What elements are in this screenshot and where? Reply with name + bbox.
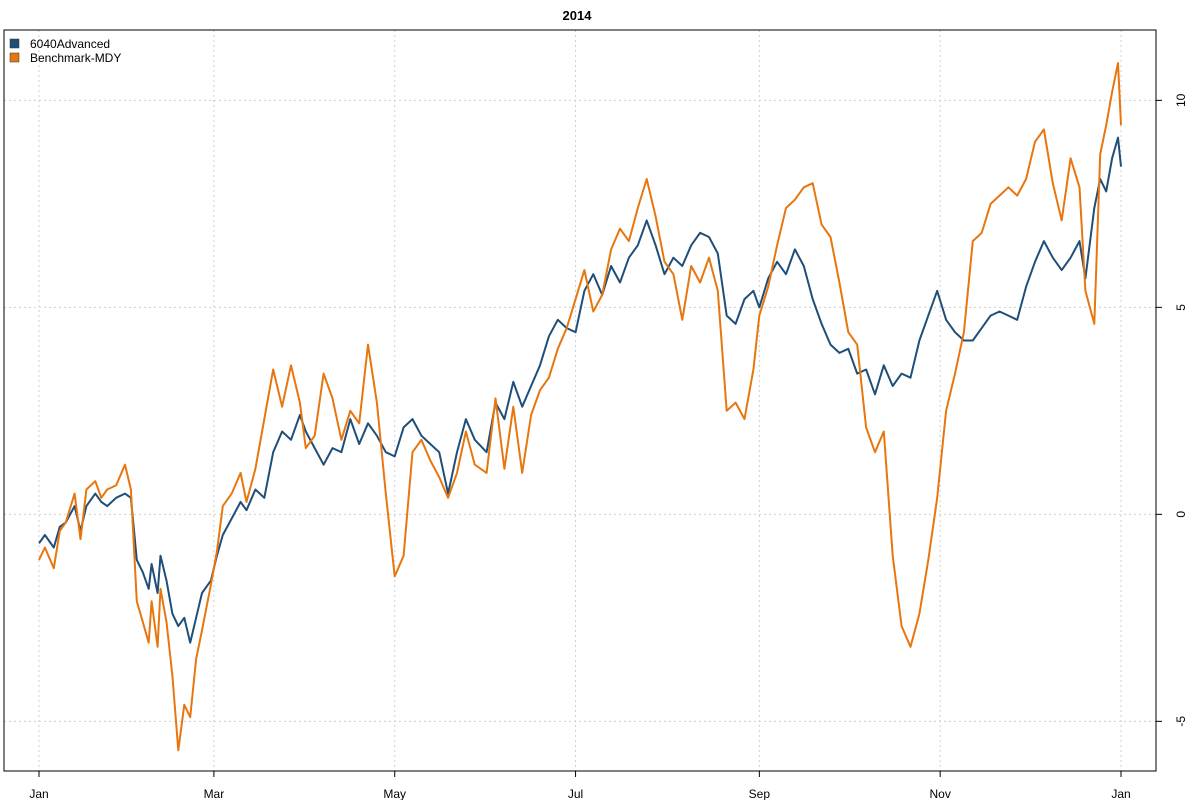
x-axis: Jan Mar May Jul Sep Nov Jan: [29, 770, 1131, 800]
grid: [4, 30, 1156, 771]
y-tick-label: 5: [1174, 304, 1188, 311]
x-tick-label: Jan: [29, 787, 48, 800]
series-lines: [38, 62, 1122, 752]
y-tick-label: 10: [1174, 93, 1188, 107]
legend-swatch: [9, 38, 20, 49]
plot-frame: [3, 29, 1157, 772]
series-line-benchmark-mdy: [38, 62, 1122, 752]
legend-swatch: [9, 52, 20, 63]
legend-label: 6040Advanced: [30, 37, 110, 51]
x-tick-label: May: [383, 787, 406, 800]
x-tick-label: Mar: [204, 787, 225, 800]
x-tick-label: Nov: [930, 787, 951, 800]
y-axis: -5 0 5 10: [1156, 93, 1188, 727]
y-tick-label: -5: [1174, 716, 1188, 727]
x-tick-label: Jul: [568, 787, 583, 800]
chart-title: 2014: [563, 8, 593, 23]
legend-label: Benchmark-MDY: [30, 51, 121, 65]
series-line-6040advanced: [38, 136, 1122, 644]
x-tick-label: Jan: [1111, 787, 1130, 800]
y-tick-label: 0: [1174, 511, 1188, 518]
x-tick-label: Sep: [749, 787, 771, 800]
